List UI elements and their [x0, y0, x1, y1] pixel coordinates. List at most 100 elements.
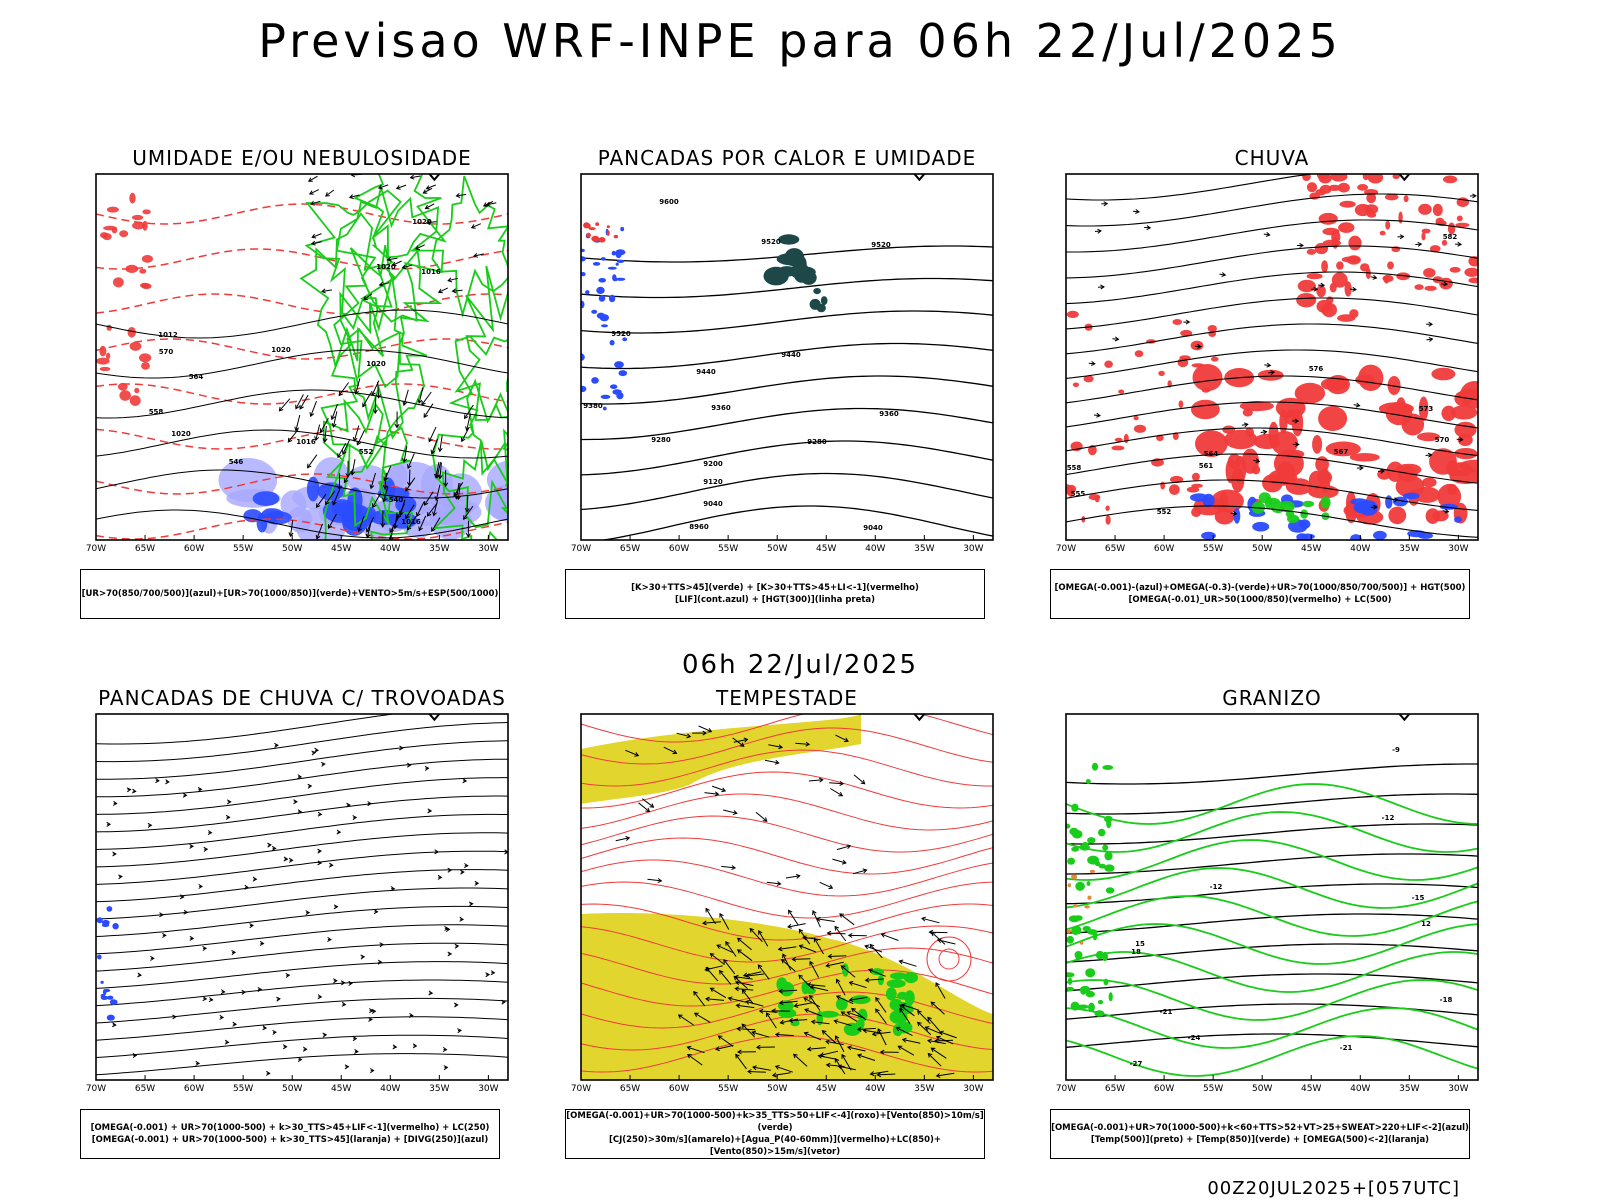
wind-vector: [431, 438, 438, 454]
temp-850-contour: [1075, 881, 1085, 891]
wind-vector: [337, 443, 347, 458]
wind-vector-head: [1262, 429, 1268, 435]
wind-vector-head: [203, 846, 209, 852]
humidity-area: [99, 366, 111, 372]
divergence-area: [100, 995, 109, 1000]
omega-500-area: [1071, 874, 1078, 880]
wind-vector-head: [346, 802, 351, 808]
wind-vector-head: [112, 851, 117, 857]
wind-vector-head: [282, 1044, 288, 1050]
wind-vector: [1230, 512, 1237, 515]
rain-area: [1308, 484, 1339, 499]
wind-vector-head: [311, 750, 317, 756]
temp-850-contour: [1075, 956, 1080, 961]
wind-vector-head: [332, 500, 337, 506]
instability-area: [606, 230, 610, 236]
wind-vector: [752, 1066, 771, 1071]
wind-vector-head: [155, 778, 160, 784]
wind-vector-head: [118, 874, 123, 880]
wind-vector: [896, 1027, 913, 1037]
wind-850-area: [904, 990, 915, 1006]
wind-vector-head: [414, 245, 420, 250]
panel-title: UMIDADE E/OU NEBULOSIDADE: [132, 146, 472, 170]
wind-850-area: [903, 972, 918, 984]
lon-tick-label: 55W: [1203, 1084, 1223, 1094]
streamline: [96, 714, 397, 745]
pressure-contour: [96, 309, 508, 339]
rain-area: [1134, 350, 1144, 358]
wind-vector-head: [416, 512, 421, 518]
contour-label: 9440: [781, 351, 801, 359]
wind-vector: [792, 958, 811, 960]
wind-vector-head: [798, 928, 804, 934]
wind-vector: [355, 378, 361, 395]
wind-vector-head: [782, 953, 787, 959]
wind-vector-head: [470, 224, 476, 229]
temp-850-contour: [1071, 846, 1079, 852]
contour-label: -12: [1210, 883, 1223, 891]
wind-vector: [881, 933, 899, 941]
wind-vector-head: [421, 400, 426, 406]
map-plot: 9600 9520 9520 9520 9440 9440 9380 9360 9360 9280…: [571, 173, 994, 554]
wind-vector: [838, 1065, 856, 1071]
wind-vector-head: [231, 950, 237, 956]
temp-850-contour: [1066, 1035, 1478, 1077]
lon-tick-label: 40W: [1350, 1084, 1370, 1094]
wind-vector: [295, 394, 304, 409]
contour-label: 1020: [171, 430, 191, 438]
lon-tick-label: 50W: [767, 544, 787, 554]
wind-vector-head: [649, 803, 655, 808]
wind-vector-head: [749, 927, 755, 933]
wind-vector-head: [935, 1035, 941, 1041]
contour-label: -9: [1392, 746, 1400, 754]
wind-vector-head: [758, 1008, 764, 1014]
humidity-area: [119, 390, 131, 401]
wind-vector: [638, 802, 650, 812]
map-layers: 582 576 573 570 567 564 561 558 555 552: [1066, 174, 1478, 540]
wind-vector-head: [1097, 228, 1102, 234]
wind-vector-head: [862, 868, 868, 874]
temp-850-contour: [1102, 951, 1108, 962]
rain-area: [1190, 340, 1204, 351]
wind-vector: [279, 398, 291, 412]
rain-area: [1169, 484, 1180, 495]
wind-vector-head: [348, 194, 354, 200]
wind-vector: [1241, 423, 1248, 426]
wind-vector-head: [372, 409, 378, 415]
rain-area: [1365, 267, 1371, 280]
streamline: [96, 795, 508, 833]
contour-label: 1020: [376, 263, 396, 271]
thickness-contour: [96, 473, 508, 495]
wind-vector-head: [765, 1012, 771, 1018]
streamline: [96, 850, 508, 885]
contour-label: 9520: [611, 330, 631, 338]
wind-vector-head: [360, 954, 366, 960]
rain-area: [1257, 369, 1284, 381]
wind-vector: [737, 1028, 756, 1031]
contour-label: 9280: [651, 436, 671, 444]
wind-vector-head: [839, 913, 844, 918]
wind-vector-head: [687, 1053, 692, 1059]
wind-vector-head: [815, 916, 821, 922]
humidity-contour: [333, 244, 443, 389]
lon-tick-label: 45W: [816, 1084, 836, 1094]
wind-vector: [901, 1004, 920, 1011]
wind-850-area: [889, 1010, 908, 1024]
instability-area: [598, 237, 606, 243]
wind-vector-head: [742, 972, 748, 978]
wind-vector: [397, 503, 405, 519]
temp-850-contour: [1081, 841, 1089, 848]
rain-area: [1422, 477, 1437, 488]
wind-vector-head: [294, 426, 300, 432]
wind-vector-head: [693, 990, 698, 996]
lon-tick-label: 55W: [718, 1084, 738, 1094]
wind-vector-head: [743, 737, 749, 743]
temp-850-contour: [1066, 972, 1075, 978]
wind-vector: [408, 469, 411, 486]
wind-vector-head: [727, 996, 733, 1002]
wind-vector: [1349, 288, 1357, 291]
wind-vector: [937, 939, 956, 945]
wind-vector-head: [1243, 422, 1249, 428]
wind-vector: [461, 426, 470, 442]
rain-area: [1455, 222, 1470, 228]
